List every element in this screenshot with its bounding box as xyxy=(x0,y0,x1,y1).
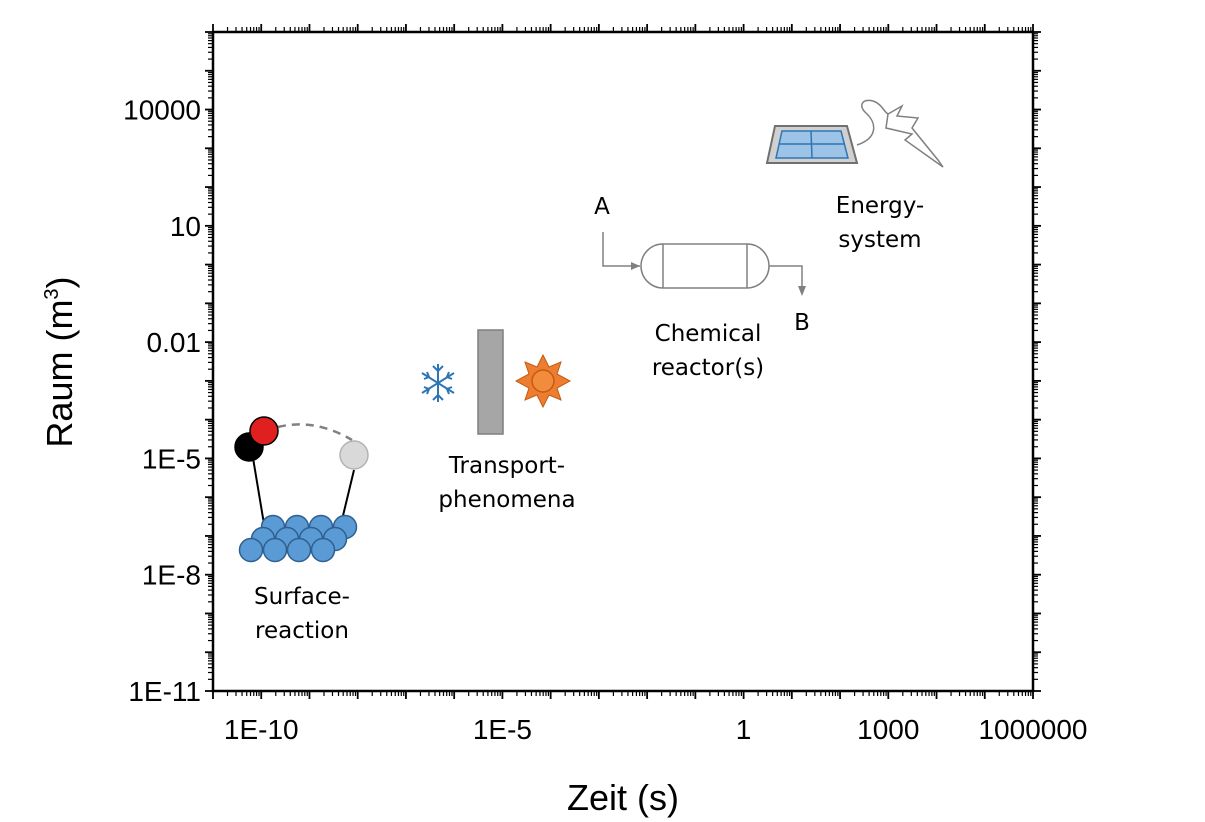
y-tick-label: 10000 xyxy=(123,95,201,126)
annotation-line: phenomena xyxy=(438,487,575,513)
x-tick-label: 1E-10 xyxy=(224,714,299,745)
annotation-transport: Transport-phenomena xyxy=(438,453,575,513)
y-tick-label: 1E-11 xyxy=(128,676,201,707)
y-axis-title-superscript: 3 xyxy=(41,288,63,299)
reactor-input-label: A xyxy=(594,194,610,220)
y-tick-label: 10 xyxy=(170,211,201,242)
adsorbate-trajectory-path xyxy=(277,423,353,442)
reactor-output-label: B xyxy=(794,310,810,336)
x-tick-label: 1000 xyxy=(857,714,919,745)
annotation-line: reactor(s) xyxy=(652,355,764,381)
annotation-line: Transport- xyxy=(448,453,565,479)
output-arrow-icon xyxy=(798,286,806,296)
grey-atom-icon xyxy=(339,440,369,470)
wall-icon xyxy=(477,329,504,435)
y-tick-label: 1E-8 xyxy=(142,560,201,591)
annotation-energy: Energy-system xyxy=(836,193,924,253)
annotation-reactor: Chemical reactor(s) xyxy=(652,321,764,381)
annotation-line: system xyxy=(838,227,921,253)
y-tick-label: 0.01 xyxy=(147,327,202,358)
y-axis-title-close: ) xyxy=(39,276,80,288)
surface-reaction-illustration xyxy=(234,416,369,563)
x-tick-label: 1000000 xyxy=(978,714,1087,745)
cable-line xyxy=(856,99,889,146)
plot-frame xyxy=(211,30,1035,693)
input-line xyxy=(602,232,640,267)
annotation-line: Surface- xyxy=(254,584,350,610)
y-axis-title: Raum (m3) xyxy=(39,276,80,447)
annotation-line: reaction xyxy=(255,618,349,644)
adsorbate-bond-line xyxy=(251,451,265,525)
y-axis-tick-labels: 1E-11 1E-8 1E-5 0.01 10 10000 xyxy=(123,95,201,707)
annotations: Surface-reaction Transport-phenomena Chemi… xyxy=(254,193,924,644)
lightning-icon xyxy=(885,104,944,168)
output-line xyxy=(769,265,803,288)
reactor-vessel-icon xyxy=(640,243,770,289)
chemical-reactor-illustration: A B xyxy=(594,194,810,336)
x-tick-label: 1E-5 xyxy=(473,714,532,745)
annotation-line: Chemical xyxy=(655,321,762,347)
catalyst-surface-atoms xyxy=(238,514,358,563)
energy-system-illustration xyxy=(765,99,944,168)
red-atom-icon xyxy=(249,416,279,446)
x-tick-label: 1 xyxy=(736,714,752,745)
sun-icon xyxy=(514,353,572,409)
axis-ticks xyxy=(205,24,1041,699)
annotation-line: Energy- xyxy=(836,193,924,219)
input-arrow-icon xyxy=(631,262,640,270)
x-axis-tick-labels: 1E-10 1E-5 1 1000 1000000 xyxy=(224,714,1088,745)
annotation-surface: Surface-reaction xyxy=(254,584,350,644)
transport-phenomena-illustration xyxy=(421,329,572,435)
snowflake-icon xyxy=(421,364,455,402)
y-tick-label: 1E-5 xyxy=(142,443,201,474)
y-axis-title-main: Raum (m xyxy=(39,300,80,448)
x-axis-title: Zeit (s) xyxy=(567,777,679,818)
